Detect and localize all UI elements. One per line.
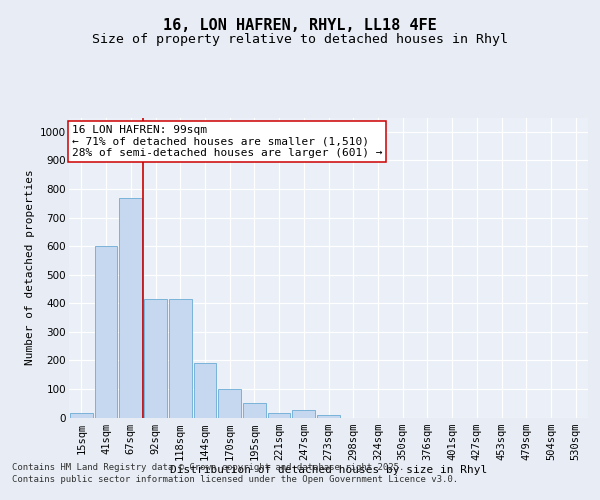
Text: Contains HM Land Registry data © Crown copyright and database right 2025.: Contains HM Land Registry data © Crown c… [12,462,404,471]
Bar [169,299,191,418]
Bar [194,363,216,418]
Bar [317,415,340,418]
X-axis label: Distribution of detached houses by size in Rhyl: Distribution of detached houses by size … [170,466,487,475]
Bar [292,410,315,418]
Bar [243,403,266,417]
Bar [95,246,118,418]
Bar [268,413,290,418]
Text: Contains public sector information licensed under the Open Government Licence v3: Contains public sector information licen… [12,475,458,484]
Text: Size of property relative to detached houses in Rhyl: Size of property relative to detached ho… [92,32,508,46]
Bar [218,389,241,418]
Bar [70,413,93,418]
Text: 16 LON HAFREN: 99sqm
← 71% of detached houses are smaller (1,510)
28% of semi-de: 16 LON HAFREN: 99sqm ← 71% of detached h… [71,125,382,158]
Y-axis label: Number of detached properties: Number of detached properties [25,170,35,366]
Bar [119,198,142,418]
Bar [144,299,167,418]
Text: 16, LON HAFREN, RHYL, LL18 4FE: 16, LON HAFREN, RHYL, LL18 4FE [163,18,437,32]
